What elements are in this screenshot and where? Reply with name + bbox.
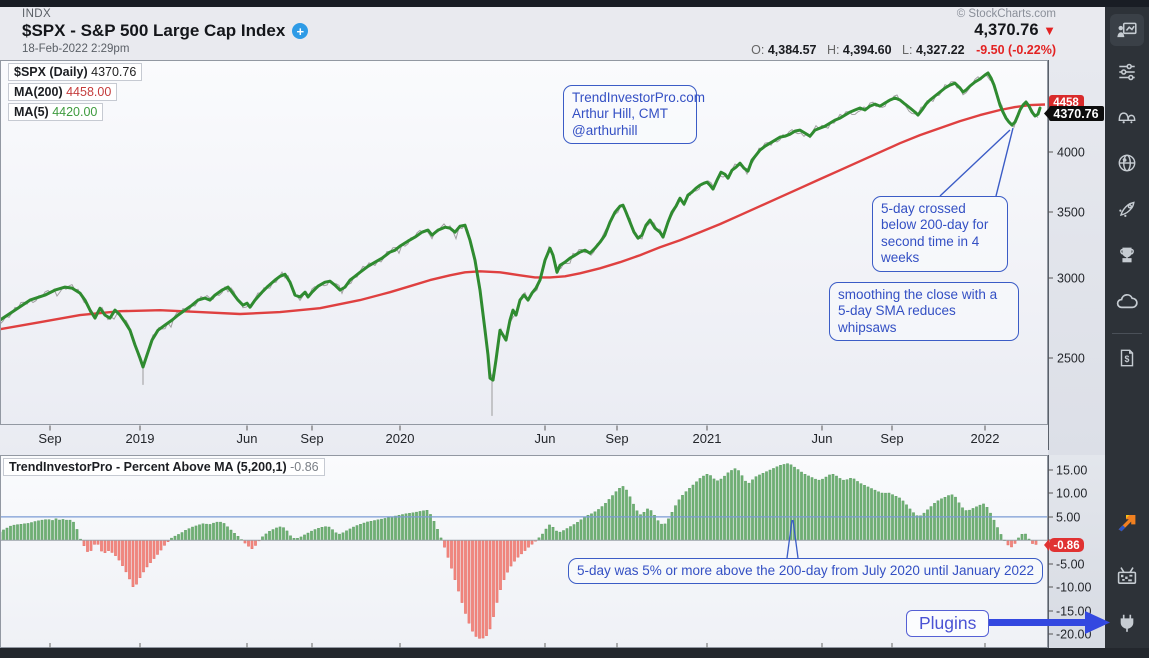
chart-header: INDX $SPX - S&P 500 Large Cap Index + 18… [0,7,1105,60]
change-value: -9.50 (-0.22%) [976,43,1056,57]
legend-ma200: MA(200) 4458.00 [8,83,118,101]
legend-spx: $SPX (Daily) 4370.76 [8,63,143,81]
sidebar-item-plugins[interactable] [1105,605,1149,641]
globe-icon [1116,152,1138,174]
indicator-plot-area [0,455,1048,648]
main-chart-legend: $SPX (Daily) 4370.76 MA(200) 4458.00 MA(… [8,63,143,121]
indicator-legend: TrendInvestorPro - Percent Above MA (5,2… [3,458,325,476]
indicator-axis-gutter [1048,455,1105,648]
sidebar-item-stockcharts-tv[interactable] [1105,558,1149,594]
down-triangle-icon: ▼ [1043,23,1056,38]
sidebar-item-acp[interactable] [1105,503,1149,539]
legend-ma5: MA(5) 4420.00 [8,103,104,121]
acp-arrow-logo-icon [1115,509,1139,533]
sidebar-item-billing[interactable]: $ [1105,340,1149,376]
sidebar-item-global-markets[interactable] [1105,145,1149,181]
high-value: 4,394.60 [842,43,892,57]
sidebar-item-trophy[interactable] [1105,237,1149,273]
plugins-plug-icon [1116,612,1138,634]
annotation-credit: TrendInvestorPro.com Arthur Hill, CMT @a… [563,85,705,145]
rocket-icon [1116,198,1138,220]
sidebar-divider [1112,333,1142,334]
svg-text:$: $ [1125,354,1130,364]
copyright-label: © StockCharts.com [956,8,1056,20]
open-value: 4,384.57 [767,43,817,57]
settings-sliders-icon [1116,61,1138,83]
annotation-smoothing-note: smoothing the close with a 5-day SMA red… [829,282,1019,342]
annotation-cross-note: 5-day crossed below 200-day for second t… [872,196,1008,272]
header-left: INDX $SPX - S&P 500 Large Cap Index + 18… [22,8,309,55]
exchange-label: INDX [22,8,52,20]
trophy-icon [1116,244,1138,266]
plugins-label: Plugins [906,610,990,638]
sidebar-item-alerts[interactable] [1105,99,1149,135]
ohlc-row: O: 4,384.57 H: 4,394.60 L: 4,327.22 -9.5… [751,43,1056,57]
header-right: © StockCharts.com 4,370.76 ▼ O: 4,384.57… [751,8,1056,57]
stockcharts-tv-icon [1115,564,1139,588]
billing-document-icon: $ [1116,347,1138,369]
sidebar-item-cloud[interactable] [1105,284,1149,320]
annotation-percent-above-note: 5-day was 5% or more above the 200-day f… [568,558,1044,585]
instructor-chart-icon [1116,19,1138,41]
bottom-chrome-strip [0,648,1149,658]
sidebar-item-rocket[interactable] [1105,191,1149,227]
page-title: $SPX - S&P 500 Large Cap Index [22,21,286,40]
right-sidebar: $ [1105,0,1149,658]
sidebar-item-instructor-chart[interactable] [1110,14,1144,46]
cloud-icon [1115,290,1139,314]
chart-timestamp: 18-Feb-2022 2:29pm [22,43,130,55]
indicator-legend-value: -0.86 [290,460,319,474]
alert-bells-icon [1116,106,1138,128]
add-symbol-icon[interactable]: + [292,23,309,39]
low-value: 4,327.22 [915,43,965,57]
main-chart-axis-gutter [1048,60,1105,455]
top-chrome-strip [0,0,1149,7]
sidebar-item-settings[interactable] [1105,54,1149,90]
last-price: 4,370.76 ▼ [974,21,1056,39]
